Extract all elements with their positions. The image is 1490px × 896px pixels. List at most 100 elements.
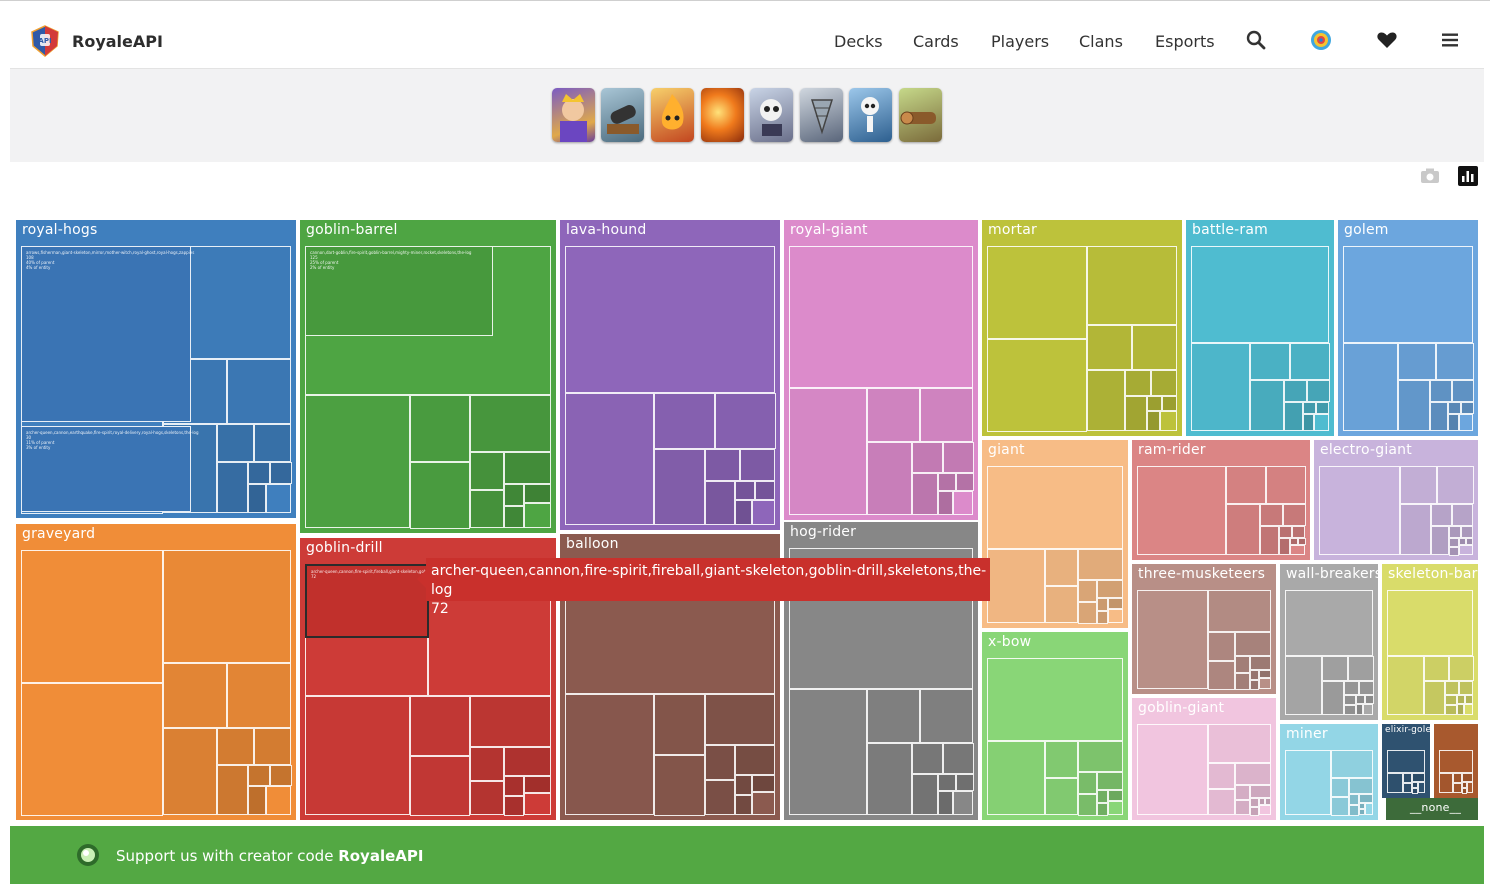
deck-cell[interactable]	[266, 484, 291, 513]
deck-cell[interactable]	[227, 663, 291, 728]
deck-cell[interactable]	[943, 442, 974, 473]
deck-cell[interactable]	[1290, 545, 1305, 555]
deck-cell[interactable]	[1250, 343, 1290, 380]
deck-cell[interactable]	[305, 395, 410, 528]
heart-icon[interactable]	[1375, 28, 1399, 52]
deck-cell[interactable]	[1147, 411, 1160, 431]
deck-cell[interactable]	[1290, 538, 1298, 545]
treemap-group-elixir-golem[interactable]: elixir-golem	[1382, 724, 1430, 798]
deck-cell[interactable]	[1235, 763, 1271, 785]
deck-cell[interactable]	[1285, 590, 1373, 656]
deck-cell[interactable]	[565, 393, 654, 525]
nav-cards[interactable]: Cards	[913, 32, 959, 51]
treemap-group-goblin-barrel[interactable]: goblin-barrel cannon,dart-goblin,fire-spi…	[300, 220, 556, 533]
deck-cell[interactable]	[789, 689, 867, 815]
treemap-group-electro-giant[interactable]: electro-giant	[1314, 440, 1478, 560]
deck-cell[interactable]	[305, 696, 410, 815]
deck-cell[interactable]	[1398, 380, 1430, 431]
treemap-group-ram-rider[interactable]: ram-rider	[1132, 440, 1310, 560]
treemap-group-skeleton-barrel[interactable]: skeleton-barrel	[1382, 564, 1478, 720]
treemap-group-royal-giant[interactable]: royal-giant	[784, 220, 978, 520]
deck-cell[interactable]	[1430, 402, 1448, 431]
deck-cell[interactable]	[1457, 704, 1464, 715]
color-wheel-icon[interactable]	[1309, 28, 1333, 52]
deck-cell[interactable]	[1452, 380, 1474, 402]
deck-cell[interactable]	[1265, 798, 1271, 805]
deck-cell[interactable]	[1235, 800, 1250, 815]
deck-cell[interactable]	[1466, 538, 1473, 545]
deck-cell[interactable]	[705, 481, 735, 525]
deck-cell[interactable]	[938, 791, 953, 815]
deck-cell[interactable]	[752, 500, 775, 525]
deck-cell[interactable]	[1208, 789, 1235, 815]
deck-cell[interactable]	[1283, 504, 1306, 526]
deck-cell[interactable]	[1097, 790, 1108, 803]
deck-cell[interactable]	[1108, 598, 1123, 609]
deck-cell[interactable]	[912, 774, 938, 815]
deck-cell[interactable]	[1108, 790, 1123, 801]
deck-cell[interactable]	[1250, 807, 1259, 816]
deck-cell[interactable]	[1290, 343, 1330, 380]
deck-cell[interactable]	[1349, 805, 1359, 816]
deck-cell[interactable]	[1445, 705, 1457, 715]
deck-cell[interactable]	[735, 745, 775, 775]
deck-cell[interactable]	[1359, 794, 1373, 803]
deck-cell[interactable]	[1461, 526, 1473, 538]
deck-cell[interactable]	[705, 780, 735, 815]
deck-cell[interactable]	[1097, 803, 1108, 816]
deck-cell[interactable]	[1316, 402, 1329, 414]
deck-cell[interactable]	[1298, 538, 1306, 545]
deck-cell[interactable]	[410, 696, 470, 756]
deck-cell[interactable]	[1387, 590, 1473, 656]
nav-players[interactable]: Players	[991, 32, 1050, 51]
deck-cell[interactable]	[254, 424, 291, 462]
deck-cell[interactable]	[1400, 466, 1437, 504]
deck-cell[interactable]	[1459, 414, 1473, 431]
deck-cell[interactable]	[1235, 673, 1250, 690]
deck-cell[interactable]	[1045, 741, 1078, 778]
deck-cell[interactable]	[1322, 656, 1348, 681]
deck-cell[interactable]	[1403, 773, 1412, 783]
nav-clans[interactable]: Clans	[1079, 32, 1123, 51]
deck-cell[interactable]	[1344, 681, 1359, 695]
deck-cell[interactable]	[1445, 681, 1459, 695]
deck-cell[interactable]	[1387, 773, 1403, 793]
deck-cell[interactable]	[1431, 504, 1452, 526]
deck-cell[interactable]	[1356, 695, 1365, 704]
deck-cell[interactable]	[1284, 380, 1307, 402]
card-the-log[interactable]	[899, 88, 942, 142]
deck-cell[interactable]	[1359, 809, 1365, 815]
deck-cell[interactable]	[654, 393, 715, 449]
deck-cell[interactable]	[1191, 343, 1250, 431]
deck-cell[interactable]	[1349, 794, 1359, 805]
card-cannon[interactable]	[601, 88, 644, 142]
deck-cell[interactable]	[1137, 724, 1208, 815]
deck-cell[interactable]	[1285, 750, 1331, 815]
deck-cell[interactable]	[1331, 797, 1349, 816]
deck-cell[interactable]	[1266, 466, 1306, 504]
deck-cell[interactable]	[1045, 586, 1078, 623]
treemap-group-golem[interactable]: golem	[1338, 220, 1478, 436]
deck-cell[interactable]	[987, 339, 1087, 432]
deck-cell[interactable]	[1226, 466, 1266, 504]
deck-cell[interactable]	[1097, 772, 1123, 790]
deck-cell[interactable]	[565, 694, 654, 815]
deck-cell[interactable]	[217, 728, 254, 765]
deck-cell[interactable]	[1160, 411, 1177, 431]
deck-cell[interactable]	[987, 246, 1087, 339]
royaleapi-logo-icon[interactable]: API	[30, 25, 60, 57]
deck-cell[interactable]	[1250, 798, 1259, 807]
deck-cell[interactable]	[1162, 396, 1177, 411]
deck-cell[interactable]: arrows,fisherman,giant-skeleton,mirror,m…	[21, 246, 194, 422]
deck-cell[interactable]	[1108, 801, 1123, 815]
deck-cell[interactable]	[912, 473, 938, 515]
deck-cell[interactable]	[1459, 545, 1473, 555]
deck-cell[interactable]	[470, 696, 551, 747]
deck-cell[interactable]	[1436, 343, 1474, 380]
deck-cell[interactable]	[920, 388, 973, 442]
deck-cell[interactable]	[1439, 750, 1473, 773]
deck-cell[interactable]	[1208, 632, 1235, 661]
card-fire-spirit[interactable]	[651, 88, 694, 142]
deck-cell[interactable]	[1078, 772, 1097, 794]
deck-cell[interactable]	[705, 745, 735, 780]
